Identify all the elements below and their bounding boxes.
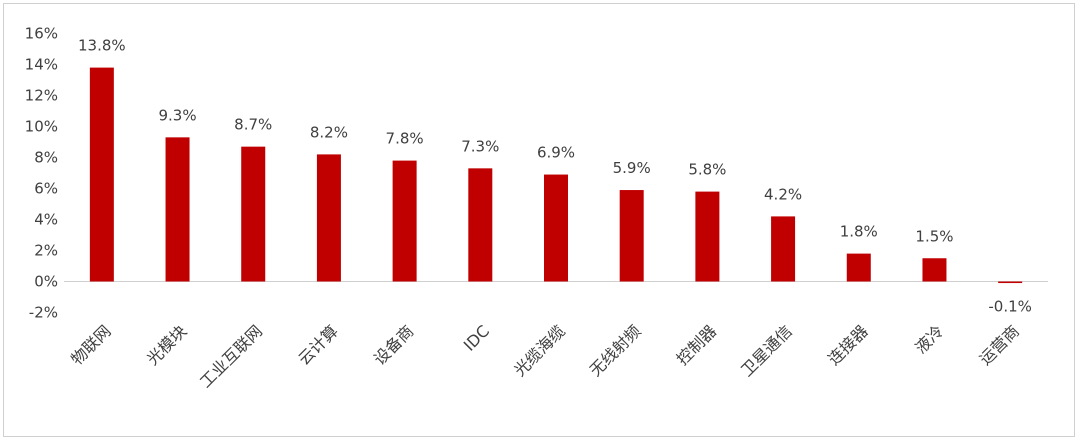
category-label: 无线射频 <box>586 321 645 380</box>
category-label: 物联网 <box>67 321 114 368</box>
category-label: 工业互联网 <box>196 321 266 391</box>
data-label: 5.9% <box>613 159 651 177</box>
data-label: 1.5% <box>915 227 953 245</box>
y-axis-ticks: 16% 14% 12% 10% 8% 6% 4% 2% 0% -2% <box>25 25 58 322</box>
bar <box>846 253 871 282</box>
bar <box>922 258 947 282</box>
data-label: -0.1% <box>988 298 1032 316</box>
category-label: 控制器 <box>673 321 720 368</box>
category-label: IDC <box>460 321 493 354</box>
data-label: 8.7% <box>234 116 272 134</box>
category-label: 卫星通信 <box>737 321 796 380</box>
y-tick-label: 16% <box>25 25 58 43</box>
data-label: 8.2% <box>310 123 348 141</box>
bar <box>998 281 1023 284</box>
bar <box>316 154 341 282</box>
y-tick-label: 6% <box>34 180 58 198</box>
y-tick-label: 8% <box>34 149 58 167</box>
category-label: 光模块 <box>143 321 190 368</box>
bar <box>165 137 190 282</box>
category-labels: 物联网 光模块 工业互联网 云计算 设备商 IDC 光缆海缆 无线射频 控制器 卫星通信 连接器 液冷… <box>67 321 1023 391</box>
bar <box>241 146 266 282</box>
bar <box>468 168 493 282</box>
y-tick-label: 4% <box>34 211 58 229</box>
data-label: 4.2% <box>764 185 802 203</box>
bar <box>89 67 114 282</box>
category-label: 云计算 <box>294 321 341 368</box>
y-tick-label: -2% <box>29 304 58 322</box>
data-label: 5.8% <box>688 161 726 179</box>
y-tick-label: 2% <box>34 242 58 260</box>
data-label: 9.3% <box>158 106 196 124</box>
y-tick-label: 10% <box>25 118 58 136</box>
data-label: 7.3% <box>461 137 499 155</box>
category-label: 连接器 <box>824 321 871 368</box>
bar <box>619 190 644 282</box>
bar <box>544 174 568 282</box>
bar <box>771 216 796 282</box>
data-label: 13.8% <box>78 37 126 55</box>
category-label: 光缆海缆 <box>510 321 569 380</box>
category-label: 液冷 <box>911 321 947 357</box>
y-tick-label: 12% <box>25 87 58 105</box>
data-label: 6.9% <box>537 144 575 162</box>
bars <box>89 67 1023 284</box>
data-labels: 13.8% 9.3% 8.7% 8.2% 7.8% 7.3% 6.9% 5.9% 5.8% 4.2… <box>78 37 1032 316</box>
bar <box>392 160 417 282</box>
bar <box>695 191 720 282</box>
y-tick-label: 14% <box>25 56 58 74</box>
category-label: 运营商 <box>976 321 1023 368</box>
y-tick-label: 0% <box>34 273 58 291</box>
data-label: 7.8% <box>386 130 424 148</box>
data-label: 1.8% <box>840 223 878 241</box>
category-label: 设备商 <box>370 321 417 368</box>
